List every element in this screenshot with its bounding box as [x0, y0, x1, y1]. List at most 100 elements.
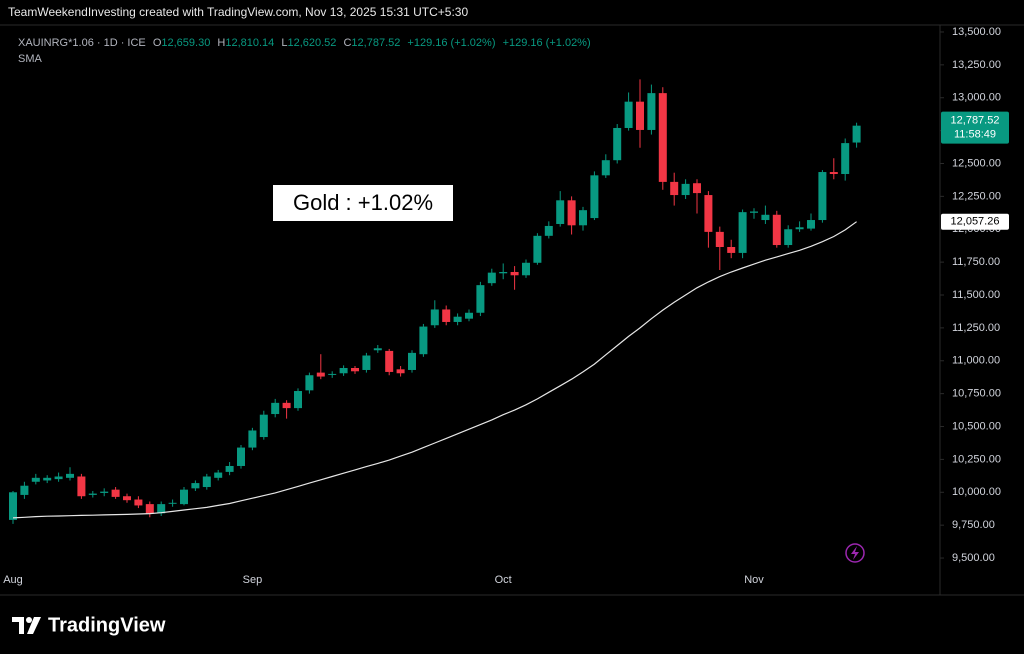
candle-body — [362, 355, 371, 370]
candle-body — [123, 496, 131, 501]
y-tick-label: 12,250.00 — [952, 190, 1001, 202]
x-tick-label: Aug — [3, 574, 23, 586]
candle-body — [31, 477, 40, 482]
candle-body — [522, 262, 530, 276]
legend-change: +129.16 (+1.02%) — [503, 37, 591, 49]
legend-o-value: 12,659.30 — [161, 37, 210, 49]
legend-line: XAUINRG*1.06 · 1D · ICE O12,659.30 H12,8… — [18, 37, 591, 49]
y-tick-label: 10,750.00 — [952, 388, 1001, 400]
candle-body — [259, 414, 268, 438]
candle-body — [453, 316, 462, 322]
x-tick-label: Nov — [744, 574, 764, 586]
y-tick-label: 10,250.00 — [952, 453, 1001, 465]
legend-indicator: SMA — [18, 53, 43, 65]
candle-body — [111, 489, 120, 497]
candle-body — [442, 309, 451, 322]
candle-body — [180, 489, 188, 505]
candle-body — [750, 211, 758, 213]
candle-body — [693, 183, 701, 194]
candle-body — [761, 214, 770, 221]
candle-body — [590, 175, 599, 219]
candle-body — [145, 504, 154, 514]
candle-body — [601, 160, 610, 176]
countdown-label: 11:58:49 — [954, 129, 996, 141]
alert-icon — [845, 543, 865, 563]
x-tick-label: Sep — [243, 574, 263, 586]
candle-body — [430, 309, 439, 326]
last-price-label: 12,787.52 — [951, 115, 1000, 127]
legend-h-value: 12,810.14 — [225, 37, 274, 49]
candle-body — [385, 350, 394, 372]
candle-body — [704, 195, 713, 232]
sma-line — [12, 221, 857, 519]
candle-body — [681, 183, 690, 196]
candle-body — [100, 491, 109, 493]
legend-change: +129.16 (+1.02%) — [407, 37, 495, 49]
candle-body — [282, 402, 291, 409]
candle-body — [237, 447, 245, 466]
candle-body — [613, 127, 622, 161]
candle-body — [168, 502, 177, 504]
candle-body — [77, 476, 86, 497]
annotation: Gold : +1.02% — [293, 190, 433, 215]
candle-body — [544, 225, 553, 236]
candle-body — [43, 477, 52, 481]
candle-body — [373, 348, 382, 351]
candle-body — [328, 373, 337, 375]
candle-body — [533, 235, 542, 263]
candle-body — [202, 476, 211, 488]
candle-body — [351, 367, 359, 372]
candle-body — [556, 200, 565, 224]
candle-body — [510, 271, 519, 276]
candle-body — [841, 143, 850, 175]
candle-body — [829, 172, 838, 175]
y-tick-label: 11,000.00 — [952, 355, 1000, 367]
y-tick-label: 9,500.00 — [952, 552, 995, 564]
legend-symbol: XAUINRG*1.06 · 1D · ICE — [18, 37, 146, 49]
candle-body — [225, 465, 234, 472]
x-tick-label: Oct — [495, 574, 512, 586]
candle-body — [727, 247, 736, 253]
candle-body — [408, 352, 416, 370]
legend-h-label: H — [217, 37, 225, 49]
candle-body — [772, 214, 781, 246]
y-tick-label: 12,500.00 — [952, 157, 1001, 169]
candle-body — [294, 391, 302, 409]
candle-body — [305, 375, 314, 391]
header-title: TeamWeekendInvesting created with Tradin… — [8, 5, 468, 19]
candle-body — [88, 493, 97, 495]
y-tick-label: 13,000.00 — [952, 92, 1001, 104]
candle-body — [567, 200, 576, 226]
candle-body — [795, 227, 804, 230]
candle-body — [738, 212, 747, 253]
y-tick-label: 11,250.00 — [952, 322, 1000, 334]
candle-body — [499, 271, 508, 274]
y-tick-label: 9,750.00 — [952, 519, 995, 531]
y-tick-label: 13,250.00 — [952, 59, 1001, 71]
candle-body — [20, 485, 29, 495]
candle-body — [271, 402, 280, 415]
legend-c-label: C — [343, 37, 351, 49]
candle-body — [191, 483, 200, 489]
candle-body — [214, 472, 223, 478]
sma-price-label: 12,057.26 — [951, 216, 1000, 228]
y-tick-label: 13,500.00 — [952, 26, 1001, 38]
legend-l-value: 12,620.52 — [287, 37, 336, 49]
candle-body — [624, 101, 633, 128]
candle-body — [807, 220, 815, 229]
candle-body — [818, 172, 827, 221]
y-tick-label: 11,750.00 — [952, 256, 1000, 268]
last-price-box — [941, 111, 1009, 144]
candles — [9, 79, 861, 524]
candle-body — [339, 367, 348, 374]
y-tick-label: 10,000.00 — [952, 486, 1001, 498]
candle-body — [54, 476, 63, 480]
candle-body — [9, 492, 17, 520]
annotation-box — [273, 185, 453, 221]
candle-body — [852, 125, 861, 143]
candle-body — [784, 229, 793, 246]
legend-o-label: O — [153, 37, 162, 49]
candle-body — [636, 101, 644, 130]
candle-body — [670, 181, 679, 196]
